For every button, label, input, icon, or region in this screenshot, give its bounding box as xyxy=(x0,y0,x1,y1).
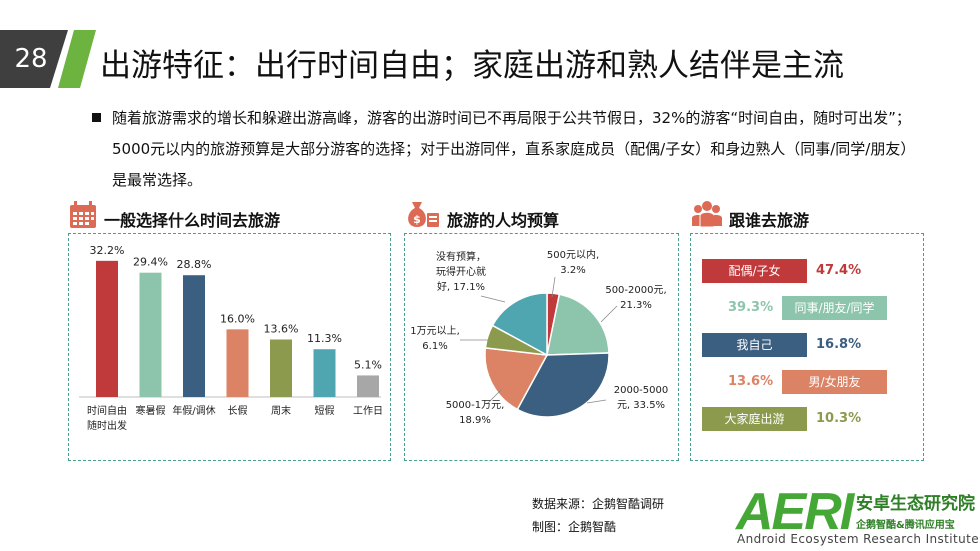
bar-value-label-6: 5.1% xyxy=(354,358,382,371)
logo-tagline: 企鹅智酷&腾讯应用宝 xyxy=(856,520,955,531)
bar-1 xyxy=(139,272,162,397)
bar-value-label-0: 32.2% xyxy=(90,244,125,257)
group-icon xyxy=(692,201,722,228)
companion-label-4: 大家庭出游 xyxy=(702,407,807,431)
money-bag-icon: $ xyxy=(408,202,439,227)
bar-6 xyxy=(357,375,379,397)
header-accent-slash xyxy=(50,30,96,88)
bar-category-label-1: 寒暑假 xyxy=(136,404,166,417)
pie-label-3: 18.9% xyxy=(459,415,491,426)
aeri-logo: AERI xyxy=(736,483,854,541)
pie-leader-line-1 xyxy=(600,305,618,323)
bar-3 xyxy=(226,329,249,397)
pie-slice-3 xyxy=(484,347,549,411)
pie-label-5: 玩得开心就 xyxy=(436,265,486,278)
page-title: 出游特征：出行时间自由；家庭出游和熟人结伴是主流 xyxy=(100,48,844,84)
pie-label-2: 2000-5000 xyxy=(614,385,669,396)
companion-panel: 配偶/子女 47.4% 同事/朋友/同学 39.3% 我自己 16.8% 男/女朋友 13.6… xyxy=(690,233,924,461)
pie-label-4: 1万元以上, xyxy=(410,325,460,337)
pie-label-0: 3.2% xyxy=(560,265,585,276)
pie-label-4: 6.1% xyxy=(422,341,447,352)
companion-row-2: 我自己 16.8% xyxy=(702,333,912,357)
intro-text: 随着旅游需求的增长和躲避出游高峰，游客的出游时间已不再局限于公共节假日，32%的… xyxy=(112,109,916,189)
pie-leader-line-2 xyxy=(586,399,607,404)
pie-label-2: 元, 33.5% xyxy=(617,400,665,411)
bar-value-label-4: 13.6% xyxy=(264,322,299,335)
calendar-icon xyxy=(70,201,96,228)
intro-bullet xyxy=(92,113,101,122)
pie-leader-line-5 xyxy=(480,295,506,303)
bar-0 xyxy=(96,260,118,397)
companion-value-4: 10.3% xyxy=(816,411,862,426)
budget-panel: 500元以内, 3.2% 500-2000元, 21.3% 2000-5000 元, 33… xyxy=(404,233,679,461)
bar-value-label-2: 28.8% xyxy=(177,258,212,271)
logo-name-cn: 安卓生态研究院 xyxy=(856,494,975,514)
bar-category-label-0: 随时出发 xyxy=(87,419,127,432)
bar-category-label-5: 短假 xyxy=(315,404,335,417)
companion-label-1: 同事/朋友/同学 xyxy=(782,296,887,320)
chart-producer: 制图：企鹅智酷 xyxy=(532,520,617,534)
svg-text:$: $ xyxy=(413,213,421,226)
companion-row-1: 同事/朋友/同学 39.3% xyxy=(702,296,912,320)
companion-row-3: 男/女朋友 13.6% xyxy=(702,370,912,394)
time-section-title: 一般选择什么时间去旅游 xyxy=(104,211,281,230)
bar-value-label-1: 29.4% xyxy=(133,256,168,269)
pie-leader-line-0 xyxy=(551,276,556,298)
companion-row-0: 配偶/子女 47.4% xyxy=(702,259,912,283)
bar-5 xyxy=(313,349,336,397)
data-source: 数据来源：企鹅智酷调研 xyxy=(532,497,665,511)
time-panel: 32.2% 时间自由随时出发 29.4% 寒暑假 28.8% 年假/调休 16.0% 长假 13… xyxy=(68,233,391,461)
bar-4 xyxy=(270,339,292,397)
companion-label-0: 配偶/子女 xyxy=(702,259,807,283)
companion-row-4: 大家庭出游 10.3% xyxy=(702,407,912,431)
bar-category-label-4: 周末 xyxy=(271,404,291,417)
companion-value-0: 47.4% xyxy=(816,263,862,278)
pie-label-1: 500-2000元, xyxy=(605,285,666,296)
companion-label-3: 男/女朋友 xyxy=(782,370,887,394)
pie-label-1: 21.3% xyxy=(620,300,652,311)
bar-category-label-2: 年假/调休 xyxy=(172,404,215,417)
bar-category-label-6: 工作日 xyxy=(353,405,383,417)
budget-pie-chart: 500元以内, 3.2% 500-2000元, 21.3% 2000-5000 元, 33… xyxy=(410,248,669,426)
pie-label-3: 5000-1万元, xyxy=(446,400,505,411)
bar-value-label-5: 11.3% xyxy=(307,332,342,345)
bar-value-label-3: 16.0% xyxy=(220,312,255,325)
companion-section-title: 跟谁去旅游 xyxy=(729,211,810,230)
pie-label-0: 500元以内, xyxy=(547,248,599,261)
budget-section-title: 旅游的人均预算 xyxy=(447,211,560,230)
companion-label-2: 我自己 xyxy=(702,333,807,357)
bar-2 xyxy=(183,275,205,397)
pie-label-5: 好, 17.1% xyxy=(437,281,485,293)
pie-label-5: 没有预算， xyxy=(436,250,486,263)
pie-slice-5 xyxy=(491,292,548,357)
pie-leader-line-3 xyxy=(486,389,502,405)
companion-value-3: 13.6% xyxy=(728,374,774,389)
companion-value-2: 16.8% xyxy=(816,337,862,352)
bar-category-label-0: 时间自由 xyxy=(87,404,127,417)
pie-slice-1 xyxy=(546,293,610,356)
logo-name-en: Android Ecosystem Research Institute xyxy=(737,532,980,546)
companion-value-1: 39.3% xyxy=(728,300,774,315)
bar-category-label-3: 长假 xyxy=(228,404,248,417)
page-number: 28 xyxy=(14,44,48,74)
